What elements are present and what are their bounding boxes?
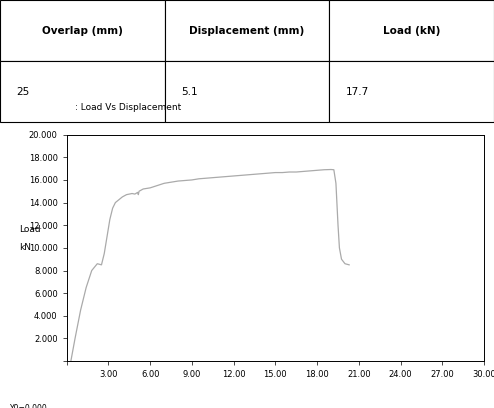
Text: kN: kN [19, 243, 31, 253]
Text: : Load Vs Displacement: : Load Vs Displacement [75, 103, 181, 112]
Text: Load: Load [19, 225, 41, 234]
Text: Y0=0.000: Y0=0.000 [10, 404, 48, 408]
